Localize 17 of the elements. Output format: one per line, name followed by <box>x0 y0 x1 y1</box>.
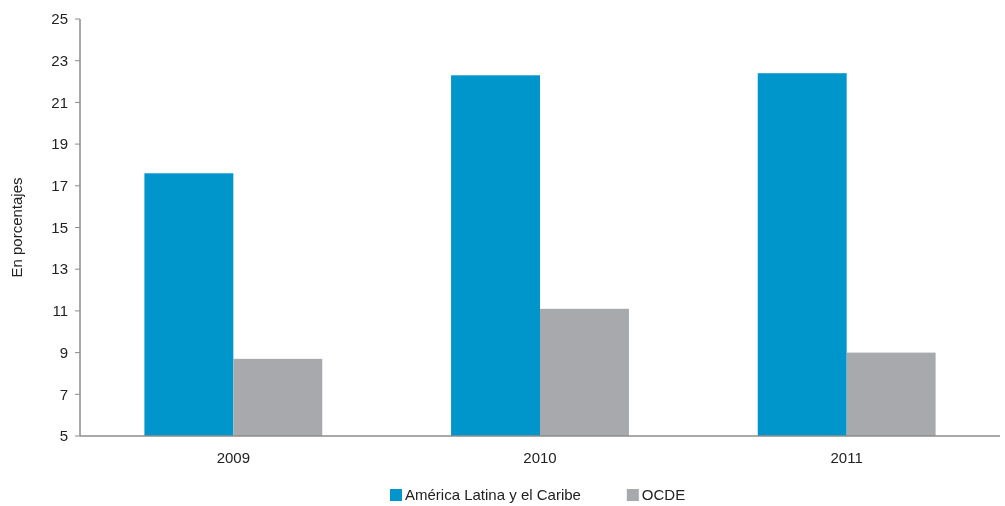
y-tick-label: 5 <box>59 427 68 445</box>
x-tick-label: 2010 <box>523 449 557 466</box>
y-tick-label: 15 <box>51 218 68 236</box>
x-tick-label: 2009 <box>216 449 251 466</box>
y-tick-label: 9 <box>59 343 68 361</box>
y-tick-label: 23 <box>51 51 68 69</box>
y-tick-label: 7 <box>59 385 68 403</box>
y-tick-label: 11 <box>52 302 68 320</box>
y-tick-label: 19 <box>51 135 68 153</box>
legend-label: América Latina y el Caribe <box>405 486 581 503</box>
y-tick-label: 17 <box>51 177 68 195</box>
y-tick-label: 21 <box>51 93 68 111</box>
y-tick-label: 13 <box>51 260 68 278</box>
y-axis-title: En porcentajes <box>8 177 25 278</box>
legend-label: OCDE <box>641 486 686 503</box>
x-tick-label: 2011 <box>830 449 863 466</box>
y-tick-label: 25 <box>51 10 68 28</box>
